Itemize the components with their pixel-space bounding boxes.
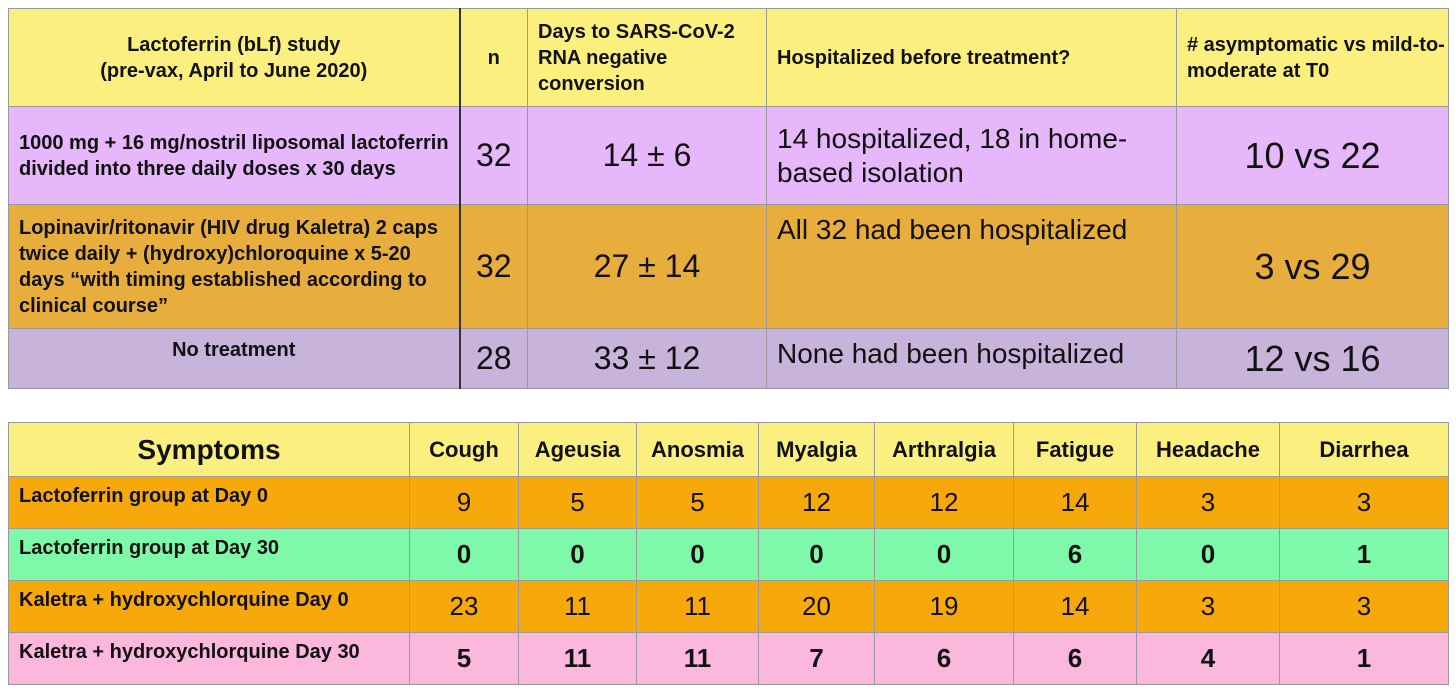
value-cell: 3 bbox=[1136, 580, 1280, 633]
value-cell: 7 bbox=[758, 632, 875, 685]
n-cell: 32 bbox=[458, 106, 528, 205]
value-cell: 4 bbox=[1136, 632, 1280, 685]
days-cell: 33 ± 12 bbox=[527, 328, 767, 389]
n-cell: 32 bbox=[458, 204, 528, 329]
study-row-lactoferrin: 1000 mg + 16 mg/nostril liposomal lactof… bbox=[8, 106, 1449, 205]
study-row-kaletra: Lopinavir/ritonavir (HIV drug Kaletra) 2… bbox=[8, 204, 1449, 329]
value-cell: 11 bbox=[518, 580, 637, 633]
value-cell: 5 bbox=[409, 632, 519, 685]
days-header: Days to SARS-CoV-2 RNA negative conversi… bbox=[527, 8, 767, 107]
n-cell: 28 bbox=[458, 328, 528, 389]
row-label: Lactoferrin group at Day 0 bbox=[8, 476, 410, 529]
symptoms-row-lactoferrin-day30: Lactoferrin group at Day 30 0 0 0 0 0 6 … bbox=[8, 528, 1449, 581]
study-header-line-1: Lactoferrin (bLf) study (pre-vax, April … bbox=[100, 33, 368, 82]
value-cell: 0 bbox=[518, 528, 637, 581]
value-cell: 0 bbox=[409, 528, 519, 581]
study-comparison-table: Lactoferrin (bLf) study (pre-vax, April … bbox=[8, 8, 1449, 389]
symptoms-row-lactoferrin-day0: Lactoferrin group at Day 0 9 5 5 12 12 1… bbox=[8, 476, 1449, 529]
value-cell: 3 bbox=[1279, 476, 1449, 529]
value-cell: 1 bbox=[1279, 632, 1449, 685]
value-cell: 12 bbox=[874, 476, 1014, 529]
days-cell: 14 ± 6 bbox=[527, 106, 767, 205]
value-cell: 3 bbox=[1136, 476, 1280, 529]
value-cell: 5 bbox=[518, 476, 637, 529]
study-table-header-row: Lactoferrin (bLf) study (pre-vax, April … bbox=[8, 8, 1449, 107]
value-cell: 14 bbox=[1013, 476, 1137, 529]
value-cell: 11 bbox=[518, 632, 637, 685]
symptoms-header-row: Symptoms Cough Ageusia Anosmia Myalgia A… bbox=[8, 422, 1449, 477]
value-cell: 0 bbox=[758, 528, 875, 581]
asymptomatic-cell: 3 vs 29 bbox=[1176, 204, 1449, 329]
column-header-ageusia: Ageusia bbox=[518, 422, 637, 477]
symptoms-table: Symptoms Cough Ageusia Anosmia Myalgia A… bbox=[8, 422, 1449, 685]
value-cell: 9 bbox=[409, 476, 519, 529]
column-header-diarrhea: Diarrhea bbox=[1279, 422, 1449, 477]
hospitalized-cell: 14 hospitalized, 18 in home-based isolat… bbox=[766, 106, 1177, 205]
value-cell: 11 bbox=[636, 580, 759, 633]
asymptomatic-header: # asymptomatic vs mild-to-moderate at T0 bbox=[1176, 8, 1449, 107]
column-header-cough: Cough bbox=[409, 422, 519, 477]
value-cell: 0 bbox=[874, 528, 1014, 581]
hospitalized-cell: None had been hospitalized bbox=[766, 328, 1177, 389]
symptoms-corner-header: Symptoms bbox=[8, 422, 410, 477]
value-cell: 11 bbox=[636, 632, 759, 685]
n-header: n bbox=[458, 8, 528, 107]
symptoms-row-kaletra-day0: Kaletra + hydroxychlorquine Day 0 23 11 … bbox=[8, 580, 1449, 633]
value-cell: 6 bbox=[874, 632, 1014, 685]
group-cell: No treatment bbox=[8, 328, 460, 389]
value-cell: 23 bbox=[409, 580, 519, 633]
value-cell: 5 bbox=[636, 476, 759, 529]
days-cell: 27 ± 14 bbox=[527, 204, 767, 329]
value-cell: 3 bbox=[1279, 580, 1449, 633]
value-cell: 20 bbox=[758, 580, 875, 633]
column-header-headache: Headache bbox=[1136, 422, 1280, 477]
asymptomatic-cell: 12 vs 16 bbox=[1176, 328, 1449, 389]
value-cell: 0 bbox=[636, 528, 759, 581]
value-cell: 6 bbox=[1013, 632, 1137, 685]
symptoms-row-kaletra-day30: Kaletra + hydroxychlorquine Day 30 5 11 … bbox=[8, 632, 1449, 685]
group-cell: 1000 mg + 16 mg/nostril liposomal lactof… bbox=[8, 106, 460, 205]
row-label: Kaletra + hydroxychlorquine Day 30 bbox=[8, 632, 410, 685]
value-cell: 0 bbox=[1136, 528, 1280, 581]
column-header-fatigue: Fatigue bbox=[1013, 422, 1137, 477]
value-cell: 12 bbox=[758, 476, 875, 529]
asymptomatic-cell: 10 vs 22 bbox=[1176, 106, 1449, 205]
group-cell: Lopinavir/ritonavir (HIV drug Kaletra) 2… bbox=[8, 204, 460, 329]
study-header: Lactoferrin (bLf) study (pre-vax, April … bbox=[8, 8, 460, 107]
column-header-arthralgia: Arthralgia bbox=[874, 422, 1014, 477]
row-label: Kaletra + hydroxychlorquine Day 0 bbox=[8, 580, 410, 633]
value-cell: 1 bbox=[1279, 528, 1449, 581]
hospitalized-cell: All 32 had been hospitalized bbox=[766, 204, 1177, 329]
hospitalized-header: Hospitalized before treatment? bbox=[766, 8, 1177, 107]
column-header-myalgia: Myalgia bbox=[758, 422, 875, 477]
value-cell: 6 bbox=[1013, 528, 1137, 581]
row-label: Lactoferrin group at Day 30 bbox=[8, 528, 410, 581]
study-row-no-treatment: No treatment 28 33 ± 12 None had been ho… bbox=[8, 328, 1449, 389]
column-header-anosmia: Anosmia bbox=[636, 422, 759, 477]
value-cell: 14 bbox=[1013, 580, 1137, 633]
value-cell: 19 bbox=[874, 580, 1014, 633]
